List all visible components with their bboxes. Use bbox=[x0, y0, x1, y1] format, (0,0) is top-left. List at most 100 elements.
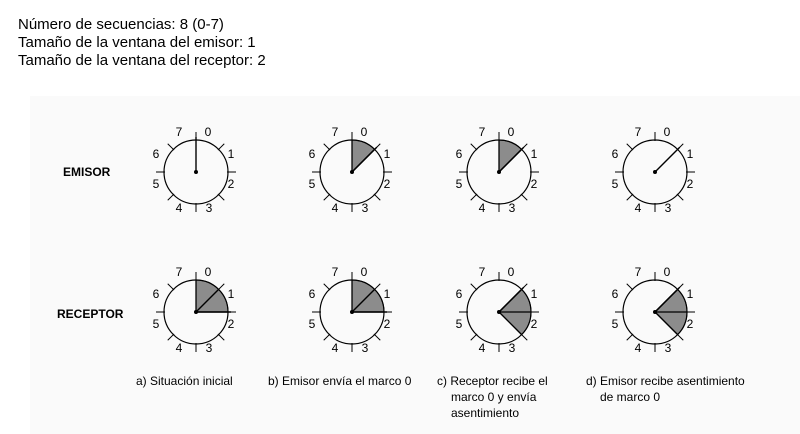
dial-label-3: 3 bbox=[509, 201, 516, 215]
window-sector-1 bbox=[653, 288, 688, 313]
caption-c-line2: marco 0 y envía bbox=[451, 390, 537, 404]
dial-label-0: 0 bbox=[664, 265, 671, 279]
dial-tick bbox=[217, 283, 225, 291]
dial-label-6: 6 bbox=[309, 147, 316, 161]
dial-label-2: 2 bbox=[384, 317, 391, 331]
dial-tick bbox=[167, 193, 175, 201]
dial-label-7: 7 bbox=[635, 125, 642, 139]
window-boundary-line bbox=[351, 288, 376, 313]
dial-tick bbox=[323, 333, 331, 341]
dial-tick bbox=[217, 333, 225, 341]
dial-label-5: 5 bbox=[309, 177, 316, 191]
dial-label-2: 2 bbox=[531, 317, 538, 331]
diagram-panel bbox=[30, 96, 800, 434]
dial-receptor-c: 0 1 2 3 4 5 6 7 bbox=[456, 265, 539, 355]
dial-label-4: 4 bbox=[332, 201, 339, 215]
dial-tick bbox=[217, 193, 225, 201]
dial-center-dot bbox=[350, 170, 354, 174]
dial-label-4: 4 bbox=[635, 201, 642, 215]
sender-window-line: Tamaño de la ventana del emisor: 1 bbox=[18, 34, 256, 51]
dial-label-5: 5 bbox=[309, 317, 316, 331]
dial-tick bbox=[323, 283, 331, 291]
dial-pointer bbox=[498, 286, 525, 313]
dial-label-3: 3 bbox=[362, 341, 369, 355]
dial-label-3: 3 bbox=[362, 201, 369, 215]
dial-tick bbox=[470, 143, 478, 151]
dial-label-4: 4 bbox=[332, 341, 339, 355]
dial-tick bbox=[676, 333, 684, 341]
dial-label-0: 0 bbox=[508, 265, 515, 279]
dial-tick bbox=[626, 193, 634, 201]
dial-label-7: 7 bbox=[332, 265, 339, 279]
dial-tick bbox=[323, 143, 331, 151]
dial-label-0: 0 bbox=[205, 125, 212, 139]
dial-label-5: 5 bbox=[456, 317, 463, 331]
row-label-emisor: EMISOR bbox=[63, 165, 111, 179]
dial-center-dot bbox=[194, 170, 198, 174]
dial-label-3: 3 bbox=[206, 341, 213, 355]
dial-tick bbox=[626, 333, 634, 341]
dial-tick bbox=[520, 333, 528, 341]
window-boundary-line bbox=[195, 288, 220, 313]
dial-pointer bbox=[498, 146, 525, 173]
dial-tick bbox=[470, 283, 478, 291]
dial-label-1: 1 bbox=[384, 287, 391, 301]
dial-label-6: 6 bbox=[456, 147, 463, 161]
dial-label-0: 0 bbox=[664, 125, 671, 139]
dial-label-6: 6 bbox=[612, 147, 619, 161]
window-sector-2 bbox=[653, 311, 688, 336]
dial-label-0: 0 bbox=[205, 265, 212, 279]
dial-pointer bbox=[654, 286, 681, 313]
dial-label-6: 6 bbox=[456, 287, 463, 301]
dial-tick bbox=[167, 143, 175, 151]
dial-label-7: 7 bbox=[635, 265, 642, 279]
dial-label-5: 5 bbox=[153, 317, 160, 331]
dial-emisor-a: 0 1 2 3 4 5 6 7 bbox=[153, 125, 236, 215]
window-sector-2 bbox=[497, 311, 532, 336]
dial-tick bbox=[373, 333, 381, 341]
dial-label-2: 2 bbox=[687, 177, 694, 191]
dial-emisor-d: 0 1 2 3 4 5 6 7 bbox=[612, 125, 695, 215]
dial-label-1: 1 bbox=[531, 287, 538, 301]
window-boundary-line bbox=[498, 311, 523, 336]
dial-tick bbox=[520, 193, 528, 201]
dial-label-6: 6 bbox=[612, 287, 619, 301]
dial-center-dot bbox=[653, 310, 657, 314]
caption-d-line1: d) Emisor recibe asentimiento bbox=[586, 374, 745, 388]
dial-label-1: 1 bbox=[687, 147, 694, 161]
dial-label-1: 1 bbox=[384, 147, 391, 161]
dial-label-0: 0 bbox=[361, 265, 368, 279]
dial-label-5: 5 bbox=[153, 177, 160, 191]
dial-label-5: 5 bbox=[612, 317, 619, 331]
dial-label-0: 0 bbox=[361, 125, 368, 139]
dial-tick bbox=[470, 333, 478, 341]
dial-label-6: 6 bbox=[153, 287, 160, 301]
dial-label-3: 3 bbox=[665, 341, 672, 355]
dial-label-6: 6 bbox=[309, 287, 316, 301]
dial-label-4: 4 bbox=[176, 341, 183, 355]
dial-receptor-a: 0 1 2 3 4 5 6 7 bbox=[153, 265, 236, 355]
dial-center-dot bbox=[653, 170, 657, 174]
dial-label-7: 7 bbox=[332, 125, 339, 139]
caption-c-line3: asentimiento bbox=[451, 406, 520, 420]
dial-label-7: 7 bbox=[176, 125, 183, 139]
dial-tick bbox=[626, 143, 634, 151]
dial-pointer bbox=[351, 146, 378, 173]
caption-b: b) Emisor envía el marco 0 bbox=[268, 374, 412, 388]
dial-label-1: 1 bbox=[531, 147, 538, 161]
sequence-count-line: Número de secuencias: 8 (0-7) bbox=[18, 16, 224, 33]
intro-text: Número de secuencias: 8 (0-7) Tamaño de … bbox=[18, 16, 266, 70]
dial-label-4: 4 bbox=[635, 341, 642, 355]
dial-label-5: 5 bbox=[612, 177, 619, 191]
dial-label-4: 4 bbox=[176, 201, 183, 215]
dial-tick bbox=[373, 193, 381, 201]
dial-label-0: 0 bbox=[508, 125, 515, 139]
dial-tick bbox=[323, 193, 331, 201]
dial-label-2: 2 bbox=[228, 317, 235, 331]
dial-center-dot bbox=[350, 310, 354, 314]
dial-label-2: 2 bbox=[531, 177, 538, 191]
dials-group: 0 1 2 3 4 5 6 7 0 1 2 3 4 5 6 7 0 1 2 3 4 5 6 7 0 1 2 3 4 5 6 7 0 1 2 3 4 5 6 7… bbox=[153, 125, 695, 355]
dial-label-1: 1 bbox=[228, 287, 235, 301]
row-label-receptor: RECEPTOR bbox=[57, 307, 124, 321]
